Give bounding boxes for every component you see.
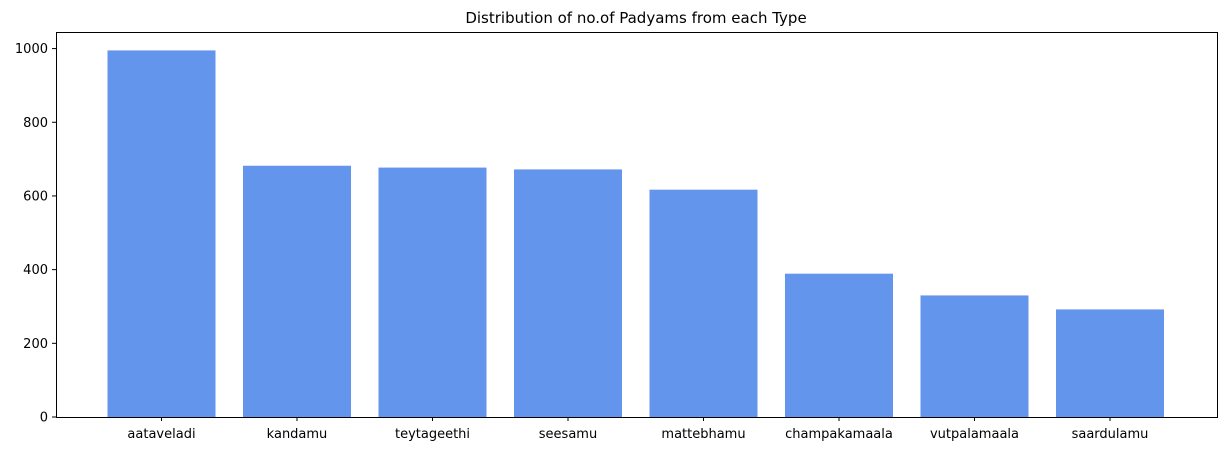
bar-saardulamu <box>1056 309 1164 417</box>
x-axis: aataveladi kandamu teytageethi seesamu matte… <box>127 417 1148 442</box>
x-tick-label: saardulamu <box>1072 427 1149 442</box>
x-tick-label: mattebhamu <box>661 427 745 442</box>
bar-champakamaala <box>785 273 893 417</box>
x-tick-label: kandamu <box>267 427 328 442</box>
bar-seesamu <box>514 169 622 417</box>
bar-aataveladi <box>107 50 216 417</box>
bar-teytageethi <box>378 167 487 417</box>
y-axis: 0 200 400 600 800 1000 <box>15 42 56 426</box>
x-tick-label: seesamu <box>539 427 597 442</box>
y-tick-label: 400 <box>23 263 48 278</box>
plot-frame <box>56 32 1218 418</box>
x-tick-label: champakamaala <box>785 427 893 442</box>
x-tick-label: vutpalamaala <box>930 427 1019 442</box>
bar-kandamu <box>243 165 351 417</box>
x-tick-label: aataveladi <box>127 427 195 442</box>
bar-vutpalamaala <box>920 295 1029 417</box>
y-tick-label: 0 <box>40 411 48 426</box>
y-tick-label: 200 <box>23 337 48 352</box>
y-tick-label: 600 <box>23 189 48 204</box>
y-tick-label: 800 <box>23 116 48 131</box>
bars-group <box>107 50 1164 417</box>
chart-title: Distribution of no.of Padyams from each … <box>465 9 806 27</box>
bar-mattebhamu <box>649 189 758 417</box>
x-tick-label: teytageethi <box>395 427 470 442</box>
y-tick-label: 1000 <box>15 42 48 57</box>
